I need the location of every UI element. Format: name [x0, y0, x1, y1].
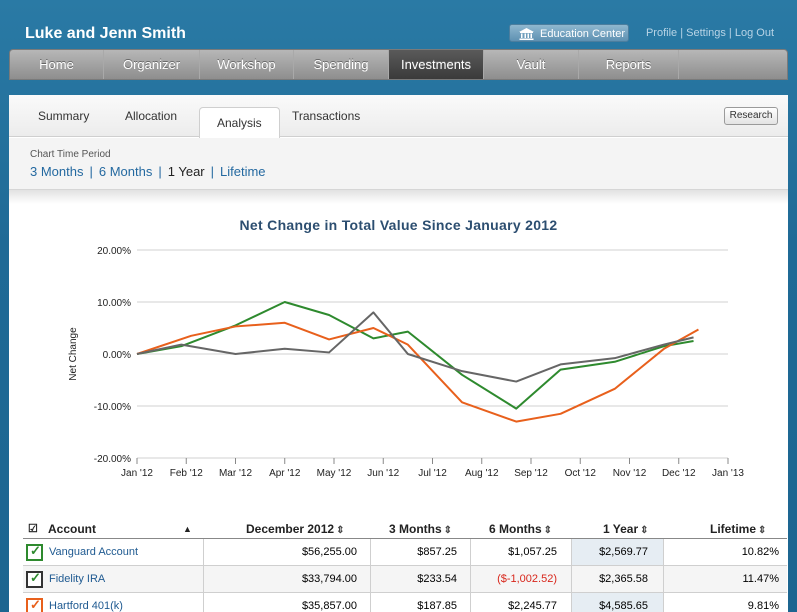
row-checkbox[interactable]: ✓	[26, 543, 43, 561]
december-value: $33,794.00	[301, 573, 357, 585]
net-change-chart: 20.00% 10.00% 0.00% -10.00% -20.00% Net Chang…	[68, 246, 744, 479]
nav-organizer[interactable]: Organizer	[104, 50, 200, 79]
tab-transactions[interactable]: Transactions	[292, 109, 361, 123]
december-value: $35,857.00	[301, 600, 357, 612]
x-tick-label: Sep '12	[514, 468, 548, 479]
six-months-value: ($-1,002.52)	[497, 573, 557, 585]
x-tick-label: Jan '13	[712, 468, 744, 479]
table-header: ☑ Account ▲ December 2012 ⇕ 3 Months ⇕ 6 M…	[23, 519, 787, 539]
series-line-2	[136, 311, 694, 383]
three-months-value: $857.25	[417, 546, 457, 558]
chart-title: Net Change in Total Value Since January …	[239, 217, 558, 233]
x-tick-label: Apr '12	[269, 468, 301, 479]
header-december[interactable]: December 2012 ⇕	[246, 522, 345, 536]
three-months-value: $187.85	[417, 600, 457, 612]
x-tick-label: Oct '12	[565, 468, 597, 479]
series-line-0	[136, 301, 694, 410]
section-shadow	[9, 190, 788, 204]
x-tick-label: Nov '12	[613, 468, 647, 479]
research-button[interactable]: Research	[724, 107, 778, 125]
tab-bar: Summary Allocation Analysis Transactions…	[9, 95, 788, 138]
nav-home[interactable]: Home	[10, 50, 104, 79]
main-nav: Home Organizer Workshop Spending Investm…	[9, 49, 788, 80]
header-3-months[interactable]: 3 Months ⇕	[389, 522, 453, 536]
account-link[interactable]: Hartford 401(k)	[49, 600, 123, 612]
y-axis-label: Net Change	[68, 327, 79, 381]
lifetime-value: 10.82%	[741, 546, 779, 558]
chart-time-period: Chart Time Period 3 Months | 6 Months | 1 Ye…	[9, 138, 788, 190]
nav-investments[interactable]: Investments	[389, 50, 484, 79]
six-months-value: $2,245.77	[508, 600, 557, 612]
y-tick-label: 10.00%	[97, 298, 131, 309]
user-name: Luke and Jenn Smith	[25, 25, 186, 42]
table-row: ✓ Fidelity IRA $33,794.00 $233.54 ($-1,0…	[23, 566, 787, 593]
header-1-year[interactable]: 1 Year ⇕	[603, 522, 649, 536]
period-lifetime[interactable]: Lifetime	[220, 164, 266, 179]
lifetime-value: 11.47%	[742, 573, 780, 585]
top-bar: Luke and Jenn Smith Education Center Pro…	[0, 0, 797, 48]
accounts-table: ☑ Account ▲ December 2012 ⇕ 3 Months ⇕ 6 M…	[23, 519, 787, 612]
one-year-value: $2,569.77	[599, 546, 648, 558]
x-tick-label: Jan '12	[121, 468, 153, 479]
period-3-months[interactable]: 3 Months	[30, 164, 84, 179]
nav-reports[interactable]: Reports	[579, 50, 679, 79]
row-checkbox[interactable]: ✓	[26, 570, 43, 588]
x-tick-label: Feb '12	[170, 468, 203, 479]
period-6-months[interactable]: 6 Months	[98, 164, 153, 179]
row-checkbox[interactable]: ✓	[26, 597, 43, 612]
sort-up-icon[interactable]: ▲	[183, 524, 192, 534]
y-tick-label: -20.00%	[94, 454, 131, 465]
one-year-value: $2,365.58	[599, 573, 648, 585]
six-months-value: $1,057.25	[508, 546, 557, 558]
account-link[interactable]: Fidelity IRA	[49, 573, 106, 585]
x-tick-label: Jul '12	[418, 468, 447, 479]
x-tick-label: Aug '12	[465, 468, 499, 479]
tab-analysis[interactable]: Analysis	[199, 107, 280, 138]
y-tick-label: -10.00%	[94, 402, 131, 413]
december-value: $56,255.00	[301, 546, 357, 558]
settings-link[interactable]: Settings	[686, 27, 726, 39]
account-links: Profile | Settings | Log Out	[645, 27, 774, 39]
header-lifetime[interactable]: Lifetime ⇕	[710, 522, 767, 536]
profile-link[interactable]: Profile	[645, 27, 678, 39]
table-row: ✓ Vanguard Account $56,255.00 $857.25 $1…	[23, 539, 787, 566]
nav-vault[interactable]: Vault	[484, 50, 579, 79]
one-year-value: $4,585.65	[599, 600, 648, 612]
series-line-1	[136, 321, 699, 423]
header-6-months[interactable]: 6 Months ⇕	[489, 522, 553, 536]
table-row: ✓ Hartford 401(k) $35,857.00 $187.85 $2,…	[23, 593, 787, 612]
y-tick-label: 0.00%	[103, 350, 131, 361]
y-tick-label: 20.00%	[97, 246, 131, 257]
three-months-value: $233.54	[417, 573, 457, 585]
period-1-year: 1 Year	[167, 164, 205, 179]
nav-workshop[interactable]: Workshop	[200, 50, 294, 79]
x-tick-label: Dec '12	[662, 468, 696, 479]
tab-allocation[interactable]: Allocation	[125, 109, 178, 123]
bank-icon	[519, 28, 534, 40]
logout-link[interactable]: Log Out	[734, 27, 774, 39]
period-options: 3 Months | 6 Months | 1 Year | Lifetime	[30, 164, 266, 179]
nav-spending[interactable]: Spending	[294, 50, 389, 79]
content-panel: Summary Allocation Analysis Transactions…	[9, 95, 788, 612]
account-link[interactable]: Vanguard Account	[49, 546, 139, 558]
x-tick-label: Jun '12	[367, 468, 399, 479]
period-label: Chart Time Period	[30, 149, 111, 160]
x-tick-label: May '12	[317, 468, 352, 479]
select-all-checkbox-icon[interactable]: ☑	[28, 523, 38, 535]
education-center-label: Education Center	[540, 28, 625, 40]
education-center-button[interactable]: Education Center	[509, 24, 629, 42]
x-tick-label: Mar '12	[219, 468, 252, 479]
tab-summary[interactable]: Summary	[38, 109, 90, 123]
header-account[interactable]: Account	[48, 522, 96, 536]
lifetime-value: 9.81%	[747, 600, 779, 612]
